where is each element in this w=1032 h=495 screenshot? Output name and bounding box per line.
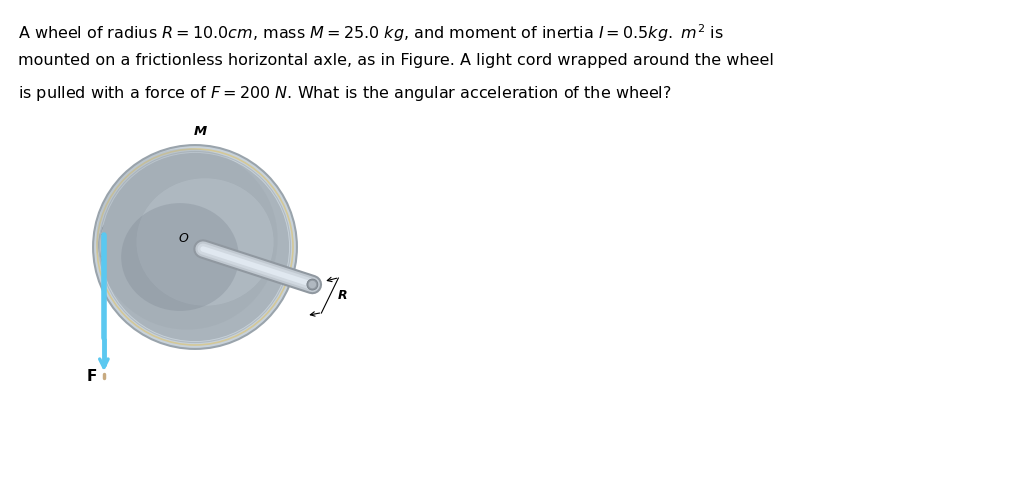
Ellipse shape <box>179 149 200 345</box>
Ellipse shape <box>183 149 204 345</box>
Ellipse shape <box>185 149 205 345</box>
Ellipse shape <box>96 148 278 330</box>
Text: M: M <box>193 125 206 138</box>
Text: R: R <box>337 289 348 302</box>
Ellipse shape <box>184 149 204 345</box>
Circle shape <box>309 281 316 288</box>
Ellipse shape <box>178 149 199 345</box>
Ellipse shape <box>93 145 297 349</box>
Text: mounted on a frictionless horizontal axle, as in Figure. A light cord wrapped ar: mounted on a frictionless horizontal axl… <box>18 53 774 68</box>
Ellipse shape <box>121 203 238 311</box>
Text: O: O <box>179 233 188 246</box>
Text: F: F <box>87 369 97 384</box>
Ellipse shape <box>182 149 203 345</box>
Ellipse shape <box>180 149 201 345</box>
Ellipse shape <box>136 178 273 306</box>
Ellipse shape <box>181 149 202 345</box>
Ellipse shape <box>99 223 119 267</box>
Circle shape <box>307 279 318 290</box>
Text: is pulled with a force of $F = 200\ N$. What is the angular acceleration of the : is pulled with a force of $F = 200\ N$. … <box>18 84 672 103</box>
Text: A wheel of radius $R = 10.0cm$, mass $M = 25.0\ kg$, and moment of inertia $I = : A wheel of radius $R = 10.0cm$, mass $M … <box>18 22 723 44</box>
Ellipse shape <box>101 153 289 341</box>
